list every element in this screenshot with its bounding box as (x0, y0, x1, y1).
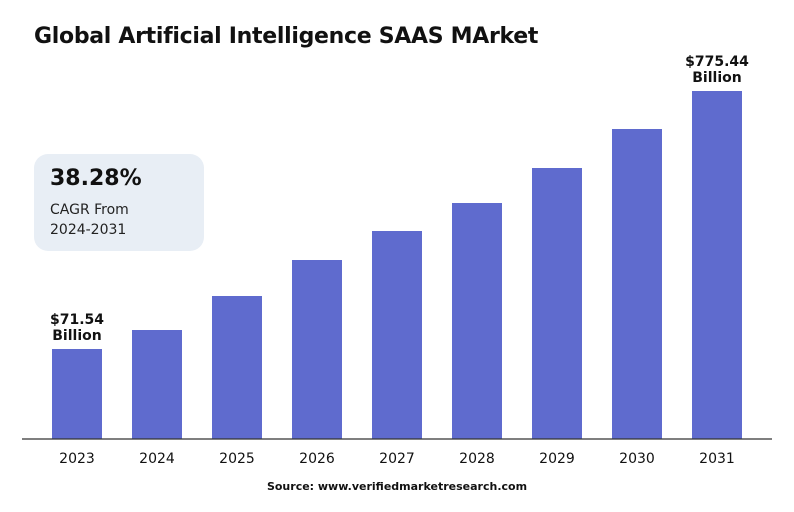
bar-2023 (52, 349, 102, 439)
bar-2030 (612, 129, 662, 439)
x-tick-label-2031: 2031 (699, 451, 735, 467)
source-note: Source: www.verifiedmarketresearch.com (266, 480, 528, 493)
bar-2029 (532, 168, 582, 439)
data-label-value: $775.44 (685, 54, 749, 70)
bar-2027 (372, 231, 422, 439)
chart-title: Global Artificial Intelligence SAAS MArk… (34, 24, 539, 49)
bar-2026 (292, 260, 342, 439)
x-tick-label-2030: 2030 (619, 451, 655, 467)
cagr-description: CAGR From 2024-2031 (50, 200, 129, 240)
x-tick-label-2024: 2024 (139, 451, 175, 467)
cagr-period: 2024-2031 (50, 222, 127, 238)
cagr-label: CAGR From (50, 202, 129, 218)
data-label-unit: Billion (52, 328, 101, 344)
bar-2028 (452, 203, 502, 439)
x-tick-label-2025: 2025 (219, 451, 255, 467)
data-label-unit: Billion (692, 70, 741, 86)
data-label-value: $71.54 (50, 312, 104, 328)
cagr-value: 38.28% (50, 166, 142, 191)
x-tick-label-2027: 2027 (379, 451, 415, 467)
bar-2025 (212, 296, 262, 439)
bar-2024 (132, 330, 182, 439)
x-tick-label-2029: 2029 (539, 451, 575, 467)
x-tick-label-2026: 2026 (299, 451, 335, 467)
cagr-callout: 38.28% CAGR From 2024-2031 (34, 154, 204, 251)
bar-2031 (692, 91, 742, 439)
x-tick-label-2023: 2023 (59, 451, 95, 467)
x-tick-label-2028: 2028 (459, 451, 495, 467)
